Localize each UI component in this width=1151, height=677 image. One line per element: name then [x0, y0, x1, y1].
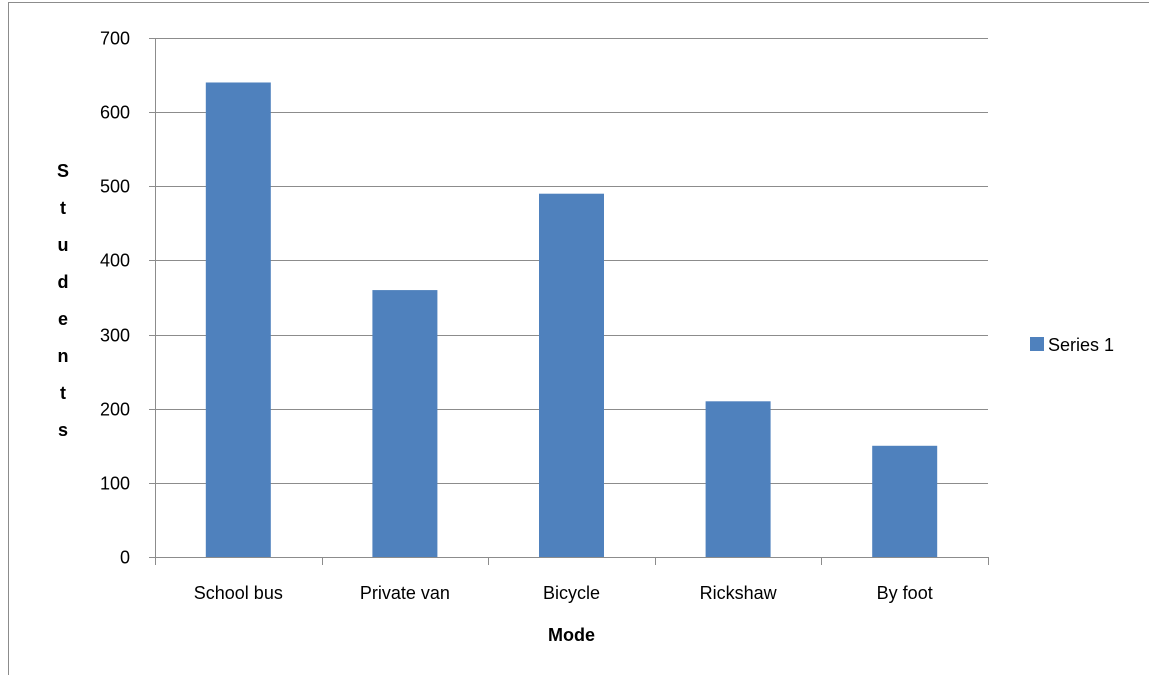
- bars: [155, 82, 989, 565]
- bar: [872, 445, 938, 557]
- y-tick-label: 300: [100, 326, 130, 346]
- bar: [372, 290, 438, 557]
- bar: [539, 193, 604, 557]
- y-tick-labels: 0 100 200 300 400 500 600 700: [100, 29, 130, 568]
- y-tick-label: 200: [100, 400, 130, 420]
- x-tick-label: Bicycle: [543, 583, 600, 603]
- x-tick-label: By foot: [877, 583, 933, 603]
- legend: Series 1: [1030, 335, 1114, 355]
- axes: [155, 38, 988, 558]
- y-tick-label: 100: [100, 474, 130, 494]
- bar: [205, 82, 271, 557]
- y-tick-label: 600: [100, 103, 130, 123]
- bar: [705, 401, 771, 557]
- legend-label: Series 1: [1048, 335, 1114, 355]
- x-tick-labels: School bus Private van Bicycle Rickshaw By f…: [194, 583, 933, 603]
- y-tick-label: 500: [100, 177, 130, 197]
- x-tick-label: School bus: [194, 583, 283, 603]
- y-tick-label: 400: [100, 251, 130, 271]
- x-tick-label: Private van: [360, 583, 450, 603]
- y-tick-label: 0: [120, 548, 130, 568]
- x-tick-label: Rickshaw: [700, 583, 778, 603]
- y-tick-label: 700: [100, 29, 130, 49]
- x-axis-title: Mode: [548, 625, 595, 645]
- legend-swatch: [1030, 337, 1044, 351]
